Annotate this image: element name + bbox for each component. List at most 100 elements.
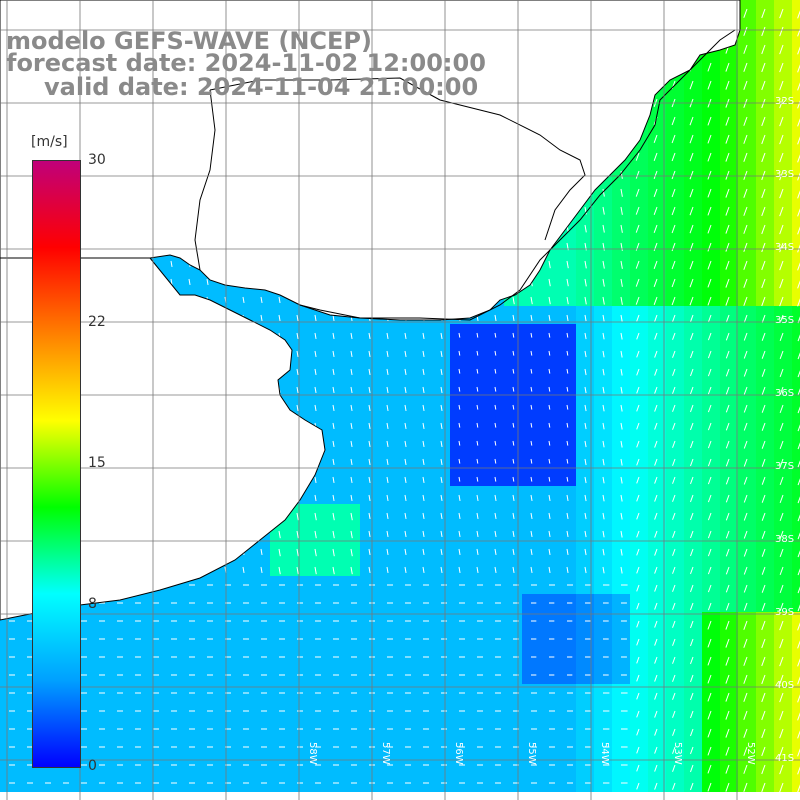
wind-arrow [779, 98, 784, 109]
wind-arrow [512, 566, 515, 573]
wind-arrow [743, 602, 748, 611]
wind-arrow [494, 422, 497, 428]
wind-arrow [548, 566, 551, 573]
wind-arrow [689, 260, 694, 270]
wind-arrow [548, 530, 551, 537]
wind-arrow [584, 530, 587, 538]
wind-arrow [512, 476, 515, 482]
wind-arrow [512, 494, 515, 501]
wind-arrow [797, 280, 800, 289]
wind-arrow [350, 368, 353, 375]
wind-arrow [654, 530, 658, 538]
wind-arrow [458, 404, 461, 410]
wind-arrow [404, 458, 407, 465]
wind-arrow [206, 278, 209, 285]
wind-arrow [779, 638, 784, 649]
wind-arrow [761, 8, 766, 19]
wind-arrow [584, 314, 587, 322]
wind-arrow [584, 566, 587, 574]
wind-arrow [743, 26, 748, 36]
wind-arrow [707, 332, 712, 341]
wind-arrow [332, 512, 335, 521]
wind-arrow [797, 118, 800, 127]
wind-arrow [779, 476, 784, 486]
wind-arrow [440, 386, 443, 393]
wind-arrow [654, 332, 658, 340]
wind-arrow [725, 782, 730, 792]
wind-arrow [512, 296, 515, 305]
wind-arrow [458, 350, 461, 356]
wind-arrow [512, 332, 515, 338]
wind-arrow [602, 440, 605, 448]
speed-cell [792, 576, 800, 594]
wind-arrow [707, 188, 712, 198]
wind-arrow [548, 278, 551, 287]
wind-arrow [566, 458, 569, 464]
wind-arrow [654, 746, 658, 754]
wind-arrow [761, 422, 766, 431]
wind-arrow [743, 62, 748, 72]
wind-arrow [350, 350, 353, 357]
wind-arrow [725, 710, 730, 720]
wind-arrow [404, 350, 407, 357]
wind-arrow [689, 278, 694, 288]
wind-arrow [725, 260, 730, 270]
wind-arrow [350, 458, 353, 465]
wind-arrow [689, 152, 694, 162]
wind-arrow [386, 566, 389, 573]
wind-arrow [743, 116, 748, 126]
wind-arrow [635, 296, 640, 305]
wind-arrow [690, 566, 694, 575]
wind-arrow [779, 602, 784, 612]
wind-arrow [458, 548, 461, 555]
wind-arrow [761, 476, 766, 485]
wind-arrow [512, 386, 515, 392]
wind-arrow [584, 368, 587, 376]
speed-cell [792, 162, 800, 180]
wind-arrow [761, 656, 766, 667]
wind-arrow [635, 170, 640, 179]
wind-arrow [671, 278, 676, 288]
wind-arrow [386, 386, 389, 393]
wind-arrow [584, 350, 587, 358]
wind-arrow [743, 494, 748, 503]
wind-arrow [761, 350, 766, 359]
wind-arrow [635, 206, 640, 215]
wind-arrow [296, 314, 299, 321]
wind-arrow [332, 332, 335, 339]
speed-cell [792, 378, 800, 396]
wind-arrow [440, 530, 443, 537]
wind-arrow [242, 566, 245, 573]
wind-arrow [636, 602, 640, 610]
wind-arrow [350, 530, 353, 539]
wind-arrow [530, 458, 533, 464]
wind-arrow [566, 260, 569, 269]
wind-arrow [725, 458, 730, 467]
wind-arrow [332, 530, 335, 539]
wind-arrow [725, 62, 730, 72]
wind-arrow [761, 314, 766, 323]
wind-arrow [690, 350, 694, 359]
wind-arrow [620, 404, 623, 412]
wind-arrow [296, 530, 299, 539]
wind-arrow [636, 368, 640, 376]
wind-arrow [296, 332, 299, 339]
speed-cell [792, 126, 800, 144]
wind-arrow [476, 458, 479, 464]
wind-arrow [636, 584, 640, 592]
wind-arrow [725, 548, 730, 557]
wind-arrow [743, 746, 748, 756]
speed-cell [792, 720, 800, 738]
wind-arrow [725, 386, 730, 395]
wind-arrow [725, 566, 730, 575]
wind-arrow [671, 152, 676, 162]
wind-arrow [566, 368, 569, 374]
wind-arrow [654, 764, 658, 772]
wind-arrow [779, 152, 784, 163]
wind-arrow [779, 692, 784, 703]
wind-arrow [636, 404, 640, 412]
wind-arrow [671, 116, 676, 126]
wind-arrow [440, 494, 443, 501]
wind-arrow [654, 476, 658, 484]
wind-arrow [422, 530, 425, 537]
